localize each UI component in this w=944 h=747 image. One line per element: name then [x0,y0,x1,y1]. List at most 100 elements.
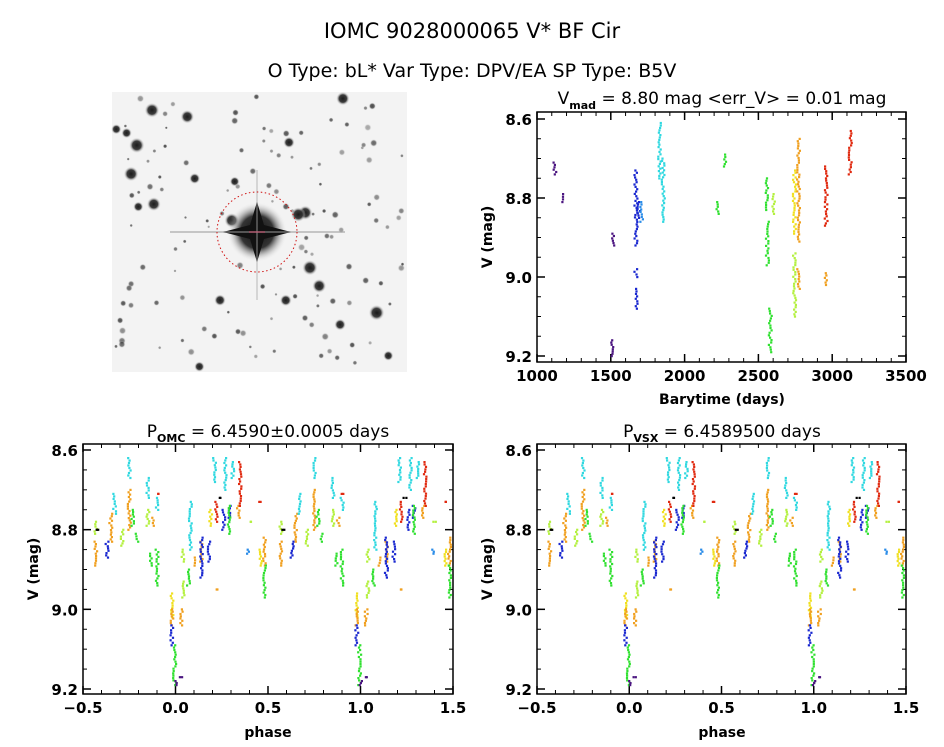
data-point [280,564,283,567]
data-point [411,514,415,517]
data-point [808,624,812,627]
data-point [150,562,153,565]
data-point [238,502,241,505]
data-point [765,512,768,515]
data-point [684,472,687,475]
star [291,265,296,270]
data-point [865,504,869,507]
data-point [609,572,612,575]
data-point [826,174,829,178]
data-point [692,468,695,471]
data-point [634,185,637,188]
data-point [900,552,903,556]
data-point [794,273,797,276]
star [373,193,381,201]
data-point [147,479,150,482]
data-point [238,504,241,507]
data-point [658,150,661,153]
data-point [848,146,851,149]
data-point [259,500,262,503]
data-point [678,464,681,467]
data-point [634,292,638,295]
data-point [809,594,812,597]
data-point [421,511,424,515]
star [321,208,327,214]
data-point [847,548,850,551]
data-point [636,587,639,590]
data-point [298,495,301,498]
data-point [765,466,768,470]
data-point [826,203,829,206]
data-point [600,508,604,511]
data-point [305,537,309,540]
data-point [227,511,230,514]
star [194,361,205,372]
data-point [797,185,800,188]
data-point [792,220,795,223]
data-point [658,129,661,132]
data-point [601,486,604,489]
data-point [119,537,122,540]
data-point [758,540,761,543]
data-point [145,481,148,485]
data-point [409,481,412,484]
data-point [385,541,389,544]
data-point [610,499,613,502]
data-point [417,461,420,464]
data-point [359,648,362,652]
star [397,207,405,215]
data-point [172,674,175,677]
sky-image [111,91,407,372]
data-point [423,504,426,507]
data-point [745,547,748,550]
data-point [790,522,793,525]
data-point [410,457,413,460]
data-point [358,667,361,670]
data-point [171,608,174,611]
star [236,261,244,270]
data-point [629,682,632,685]
data-point [181,610,184,613]
star [275,152,282,159]
data-point [825,582,828,585]
data-point [188,534,191,537]
data-point [391,550,395,553]
data-point [811,679,814,682]
data-point [155,558,158,561]
data-point [644,522,647,525]
data-point [291,554,294,557]
data-point [246,548,249,551]
data-point [306,528,309,531]
data-point [447,557,450,560]
data-point [733,547,736,550]
data-point [230,476,233,480]
data-point [313,514,316,517]
data-point [443,560,446,563]
data-point [312,464,315,467]
data-point [661,560,664,563]
data-point [636,560,639,563]
data-point [733,532,736,535]
data-point [788,555,791,558]
data-point [862,488,866,491]
data-point [751,507,754,510]
data-point [448,541,451,544]
data-point [795,560,798,563]
data-point [670,515,673,518]
data-point [417,472,420,475]
data-point [901,550,904,553]
data-point [693,497,696,500]
data-point [850,139,853,142]
data-point [262,557,265,560]
star [129,223,133,228]
data-point [408,474,411,477]
data-point [226,523,229,526]
data-point [280,520,283,523]
data-point [865,530,868,533]
data-point [95,528,98,531]
data-point [279,527,282,531]
data-point [182,589,185,592]
data-point [225,464,228,467]
data-point [676,461,680,465]
data-point [575,542,578,545]
